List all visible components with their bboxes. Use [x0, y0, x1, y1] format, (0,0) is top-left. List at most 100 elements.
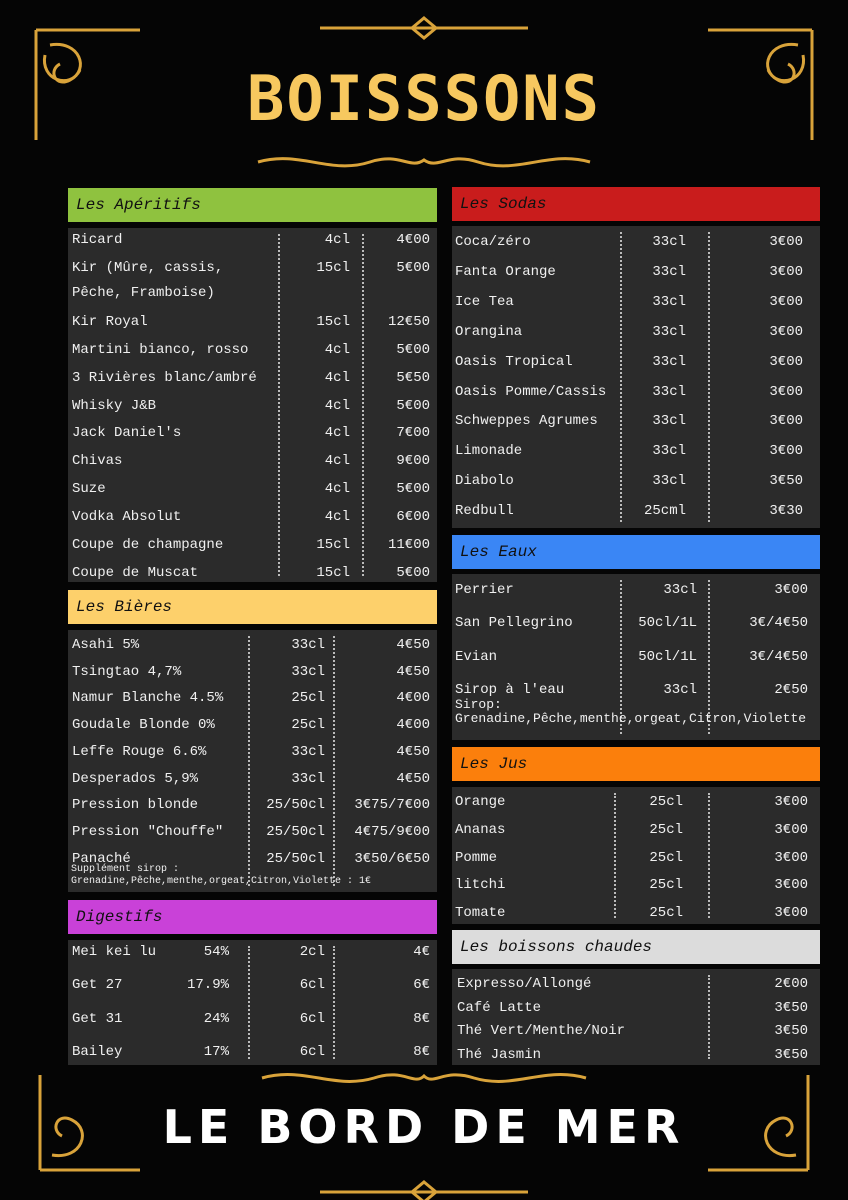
item-detail: 50cl/1L [638, 648, 697, 665]
item-name: litchi [455, 877, 506, 894]
item-name: Coupe de champagne [72, 537, 224, 553]
item-detail: 4€50 [396, 770, 430, 787]
item-detail: 33cl [652, 323, 686, 340]
item-detail: 2cl [299, 944, 325, 960]
item-detail: 9€00 [396, 453, 430, 470]
column-divider [614, 793, 616, 918]
item-name: Expresso/Allongé [457, 976, 592, 992]
item-detail: 25cml [643, 503, 686, 520]
item-detail: 4cl [324, 232, 350, 248]
item-detail: 33cl [663, 582, 697, 598]
item-detail: 8€ [413, 1043, 430, 1060]
item-detail: 3€00 [769, 234, 803, 250]
item-name: Tsingtao 4,7% [72, 663, 182, 680]
item-detail: 5€00 [396, 259, 430, 276]
item-detail: 33cl [652, 293, 686, 310]
item-name: Martini bianco, rosso [72, 341, 249, 358]
item-detail: 6cl [299, 1043, 325, 1060]
column-divider [333, 636, 335, 886]
item-detail: 8€ [413, 1010, 430, 1027]
item-detail: 6€ [413, 977, 430, 994]
item-detail: 25cl [291, 717, 325, 734]
item-detail: 3€00 [774, 849, 808, 866]
item-name: Thé Vert/Menthe/Noir [457, 1023, 626, 1039]
item-name: Chivas [72, 453, 123, 470]
item-name: Coupe de Muscat [72, 564, 199, 581]
item-detail: 12€50 [387, 313, 430, 330]
item-name: Ice Tea [455, 293, 514, 310]
item-name: Whisky J&B [72, 397, 157, 414]
item-name: Ricard [72, 232, 123, 248]
item-detail: 24% [203, 1010, 229, 1027]
item-detail: 3€/4€50 [749, 615, 808, 632]
item-detail: 17% [203, 1043, 229, 1060]
item-detail: 5€00 [396, 341, 430, 358]
item-detail: 3€00 [774, 905, 808, 921]
section-body [452, 969, 820, 1065]
item-detail: 33cl [652, 413, 686, 430]
item-name: Mei kei lu [72, 944, 157, 960]
item-detail: 6€00 [396, 509, 430, 526]
section-header: Les Eaux [452, 535, 820, 569]
item-detail: 3€/4€50 [749, 648, 808, 665]
column-divider [362, 234, 364, 576]
item-name: Sirop à l'eau [455, 681, 565, 698]
item-detail: 7€00 [396, 425, 430, 442]
section-note: Supplément sirop : [71, 864, 180, 875]
section-header: Les Sodas [452, 187, 820, 221]
item-name: Oasis Pomme/Cassis [455, 383, 607, 400]
item-name: Leffe Rouge 6.6% [72, 743, 207, 760]
item-detail: 4cl [324, 425, 350, 442]
item-detail: 15cl [316, 564, 350, 581]
item-name: Café Latte [457, 999, 542, 1016]
menu-title: BOISSSONS [247, 62, 601, 135]
item-name: Thé Jasmin [457, 1046, 542, 1063]
item-detail: 3€00 [769, 353, 803, 370]
item-detail: 3€00 [769, 413, 803, 430]
item-detail: 3€00 [774, 877, 808, 894]
item-detail: 15cl [316, 259, 350, 276]
item-detail: 6cl [299, 1010, 325, 1027]
item-detail: 4€50 [396, 637, 430, 653]
section-note: Grenadine,Pêche,menthe,orgeat,Citron,Vio… [455, 711, 807, 726]
item-name: Evian [455, 648, 498, 665]
section-header: Les Apéritifs [68, 188, 437, 222]
item-detail: 3€00 [769, 323, 803, 340]
item-detail: 11€00 [387, 537, 430, 553]
item-detail: 4€00 [396, 232, 430, 248]
item-detail: 5€00 [396, 481, 430, 498]
item-detail: 6cl [299, 977, 325, 994]
item-detail: 4cl [324, 397, 350, 414]
item-detail: 25cl [649, 849, 683, 866]
section-header: Les Bières [68, 590, 437, 624]
section-header: Digestifs [68, 900, 437, 934]
item-name: Kir Royal [72, 313, 148, 330]
item-name: Bailey [72, 1043, 123, 1060]
item-detail: 25cl [649, 794, 683, 810]
item-detail: 25cl [291, 690, 325, 707]
item-detail: 3€75/7€00 [354, 797, 430, 814]
item-name: Tomate [455, 905, 506, 921]
item-name: Orange [455, 794, 506, 810]
section-body [68, 630, 437, 892]
column-divider [708, 232, 710, 522]
item-name: Coca/zéro [455, 234, 531, 250]
item-name: Redbull [455, 503, 514, 520]
item-detail: 3€50/6€50 [354, 850, 430, 867]
item-detail: 4€50 [396, 663, 430, 680]
item-detail: 33cl [652, 473, 686, 490]
item-name: Orangina [455, 323, 523, 340]
item-detail: 15cl [316, 537, 350, 553]
item-detail: 3€00 [769, 263, 803, 280]
section-note: Grenadine,Pêche,menthe,orgeat,Citron,Vio… [71, 876, 372, 887]
item-name: Pression blonde [72, 797, 199, 814]
section-body [68, 940, 437, 1065]
item-name: Kir (Mûre, cassis, Pêche, Framboise) [72, 259, 224, 301]
item-name: Schweppes Agrumes [455, 413, 598, 430]
item-detail: 33cl [652, 443, 686, 460]
item-detail: 3€50 [774, 999, 808, 1016]
section-body [68, 228, 437, 582]
item-detail: 3€50 [769, 473, 803, 490]
item-detail: 4€ [413, 944, 430, 960]
